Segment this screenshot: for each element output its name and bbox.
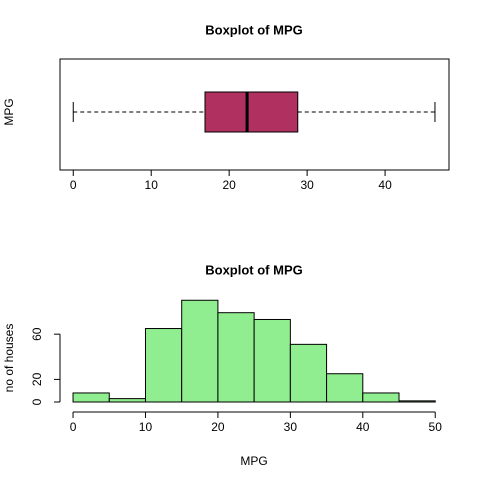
x-tick-label: 50 xyxy=(429,420,443,434)
chart-title: Boxplot of MPG xyxy=(205,22,303,37)
bar xyxy=(108,398,146,403)
x-tick-label: 40 xyxy=(356,420,370,434)
x-tick-label: 10 xyxy=(145,178,159,192)
bar xyxy=(253,318,291,403)
y-axis-label: MPG xyxy=(2,98,16,125)
y-tick-label: 0 xyxy=(30,398,44,405)
x-tick-label: 20 xyxy=(222,178,236,192)
bar xyxy=(217,312,255,403)
chart-title: Boxplot of MPG xyxy=(205,262,303,277)
bar xyxy=(362,392,400,403)
x-tick-label: 30 xyxy=(300,178,314,192)
box xyxy=(204,91,299,133)
bar xyxy=(181,299,219,403)
x-tick-label: 0 xyxy=(70,420,77,434)
x-tick-label: 0 xyxy=(70,178,77,192)
x-tick-label: 30 xyxy=(284,420,298,434)
y-axis-label: no of houses xyxy=(2,324,16,393)
bar xyxy=(326,373,364,403)
bar xyxy=(72,392,110,403)
x-tick-label: 20 xyxy=(211,420,225,434)
x-axis-label: MPG xyxy=(240,454,267,468)
bar xyxy=(289,343,328,403)
x-tick-label: 10 xyxy=(139,420,153,434)
y-tick-label: 60 xyxy=(30,327,44,341)
y-tick-label: 20 xyxy=(30,372,44,386)
bar xyxy=(144,328,183,403)
x-tick-label: 40 xyxy=(378,178,392,192)
bar xyxy=(398,400,436,403)
